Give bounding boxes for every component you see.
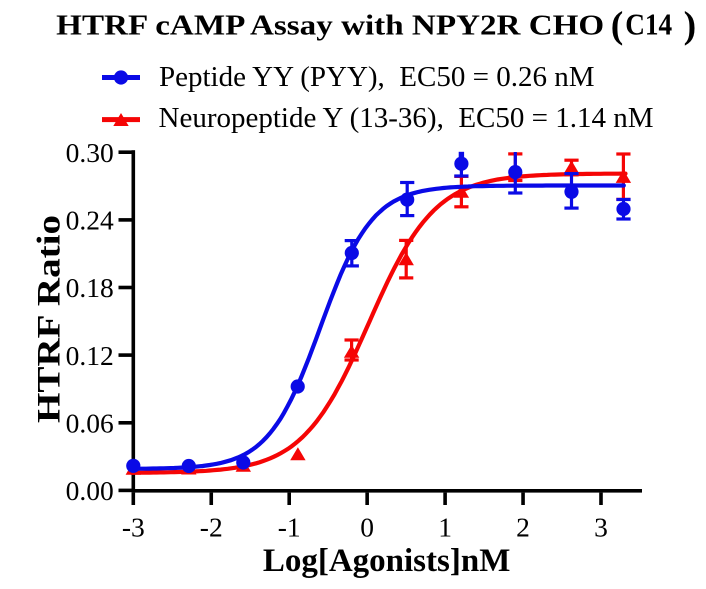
svg-text:HTRF Ratio: HTRF Ratio xyxy=(31,215,67,423)
svg-text:-2: -2 xyxy=(200,512,223,543)
svg-text:Peptide YY (PYY), EC50 = 0.26: Peptide YY (PYY), EC50 = 0.26 nM xyxy=(159,61,595,93)
svg-text:3: 3 xyxy=(594,512,608,543)
svg-text:0.18: 0.18 xyxy=(66,272,114,303)
svg-text:1: 1 xyxy=(438,512,452,543)
svg-text:(: ( xyxy=(611,4,624,46)
svg-text:0.24: 0.24 xyxy=(66,205,114,236)
svg-text:-1: -1 xyxy=(278,512,301,543)
svg-text:0.12: 0.12 xyxy=(66,340,114,371)
svg-text:C14: C14 xyxy=(625,6,672,41)
svg-text:HTRF cAMP Assay with NPY2R CHO: HTRF cAMP Assay with NPY2R CHO xyxy=(56,10,604,41)
svg-text:0.00: 0.00 xyxy=(66,475,114,506)
svg-text:Neuropeptide Y (13-36), EC50: Neuropeptide Y (13-36), EC50 = 1.14 nM xyxy=(159,102,654,134)
svg-text:2: 2 xyxy=(516,512,530,543)
svg-text:-3: -3 xyxy=(122,512,145,543)
svg-text:0.30: 0.30 xyxy=(66,137,114,168)
svg-text:0: 0 xyxy=(360,512,374,543)
svg-text:): ) xyxy=(684,4,697,46)
svg-text:0.06: 0.06 xyxy=(66,408,114,439)
svg-text:Log[Agonists]nM: Log[Agonists]nM xyxy=(263,543,511,579)
